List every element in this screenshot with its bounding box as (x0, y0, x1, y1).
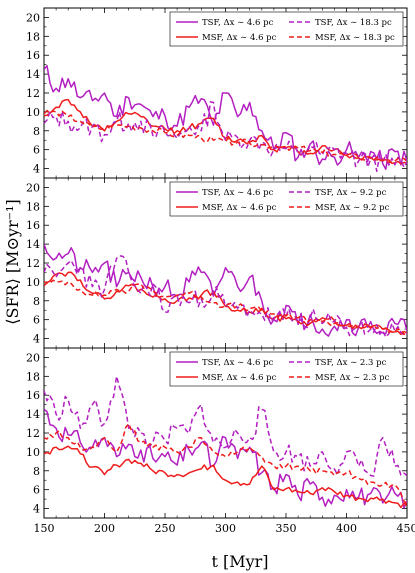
series-line (44, 279, 407, 336)
x-tick-label: 400 (336, 522, 357, 535)
series-line (44, 445, 407, 509)
y-tick-label: 20 (26, 351, 40, 364)
legend-box (169, 11, 404, 47)
legend-box (169, 181, 404, 217)
series-line (44, 64, 407, 170)
y-tick-label: 10 (26, 106, 40, 119)
y-tick-label: 8 (33, 295, 40, 308)
x-axis-label: t [Myr] (211, 552, 268, 571)
legend-label: MSF, Δx ∼ 4.6 pc (202, 203, 277, 213)
series-line (44, 101, 407, 173)
x-tick-label: 250 (155, 522, 176, 535)
y-tick-label: 12 (26, 427, 40, 440)
y-tick-label: 16 (26, 389, 40, 402)
x-tick-label: 150 (34, 522, 55, 535)
y-tick-label: 8 (33, 465, 40, 478)
y-tick-label: 14 (26, 238, 40, 251)
series-line (44, 255, 407, 338)
legend-label: TSF, Δx ∼ 9.2 pc (315, 188, 387, 198)
legend-label: MSF, Δx ∼ 4.6 pc (202, 373, 277, 383)
y-tick-label: 20 (26, 11, 40, 24)
series-line (44, 243, 407, 337)
series-line (44, 271, 407, 336)
y-tick-label: 20 (26, 181, 40, 194)
legend-label: MSF, Δx ∼ 9.2 pc (315, 203, 390, 213)
y-tick-label: 14 (26, 408, 40, 421)
y-tick-label: 4 (33, 333, 40, 346)
legend: TSF, Δx ∼ 4.6 pc MSF, Δx ∼ 4.6 pc TSF, Δx … (169, 351, 404, 387)
legend-label: TSF, Δx ∼ 4.6 pc (202, 18, 274, 28)
y-tick-label: 10 (26, 446, 40, 459)
panel-3: 150 200 250 300 350 400 450 4 6 8 10 12 14 16 18 20 TSF,… (26, 347, 415, 535)
y-axis-label: ⟨SFR⟩ [M⊙yr⁻¹] (3, 199, 22, 325)
x-tick-label: 450 (397, 522, 415, 535)
y-tick-label: 18 (26, 370, 40, 383)
legend-label: MSF, Δx ∼ 18.3 pc (315, 33, 395, 43)
legend-label: TSF, Δx ∼ 4.6 pc (202, 358, 274, 368)
series-group (44, 64, 407, 173)
panel-2: 4 6 8 10 12 14 16 18 20 TSF, Δx ∼ 4.6 pc MSF, Δx ∼… (26, 177, 408, 349)
legend: TSF, Δx ∼ 4.6 pc MSF, Δx ∼ 4.6 pc TSF, Δx … (169, 181, 404, 217)
y-tick-label: 6 (33, 144, 40, 157)
y-tick-label: 12 (26, 87, 40, 100)
x-tick-label: 300 (215, 522, 236, 535)
legend-box (169, 351, 404, 387)
y-tick-label: 4 (33, 163, 40, 176)
y-tick-label: 6 (33, 314, 40, 327)
y-tick-label: 18 (26, 30, 40, 43)
series-line (44, 110, 407, 164)
y-tick-label: 12 (26, 257, 40, 270)
series-line (44, 375, 407, 477)
series-group (44, 375, 407, 509)
series-line (44, 422, 407, 505)
y-tick-label: 6 (33, 484, 40, 497)
panel-1: 4 6 8 10 12 14 16 18 20 TSF, Δx ∼ 4.6 pc MSF, Δx ∼… (26, 7, 408, 179)
legend-label: TSF, Δx ∼ 18.3 pc (315, 18, 392, 28)
legend: TSF, Δx ∼ 4.6 pc MSF, Δx ∼ 4.6 pc TSF, Δx … (169, 11, 404, 47)
y-tick-label: 4 (33, 503, 40, 516)
legend-label: MSF, Δx ∼ 2.3 pc (315, 373, 390, 383)
y-tick-label: 18 (26, 200, 40, 213)
panels: 4 6 8 10 12 14 16 18 20 TSF, Δx ∼ 4.6 pc MSF, Δx ∼… (26, 7, 415, 535)
legend-label: TSF, Δx ∼ 4.6 pc (202, 188, 274, 198)
series-line (44, 408, 407, 509)
legend-label: MSF, Δx ∼ 4.6 pc (202, 33, 277, 43)
series-group (44, 243, 407, 338)
y-tick-label: 16 (26, 219, 40, 232)
legend-label: TSF, Δx ∼ 2.3 pc (315, 358, 387, 368)
x-tick-label: 200 (94, 522, 115, 535)
y-tick-label: 14 (26, 68, 40, 81)
y-tick-label: 8 (33, 125, 40, 138)
y-tick-label: 16 (26, 49, 40, 62)
y-tick-label: 10 (26, 276, 40, 289)
x-tick-label: 350 (276, 522, 297, 535)
